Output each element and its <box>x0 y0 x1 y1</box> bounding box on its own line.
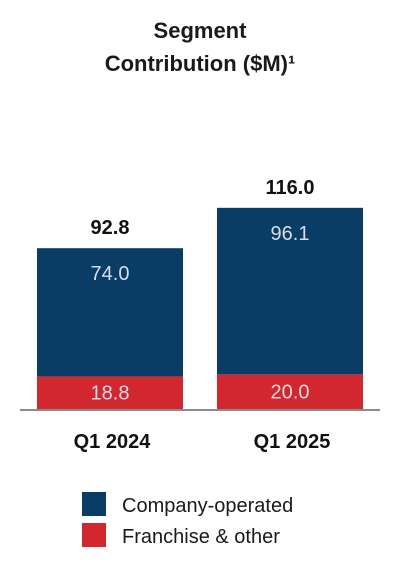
category-label: Q1 2024 <box>74 431 152 453</box>
legend-label-franchise-other: Franchise & other <box>122 526 280 548</box>
category-label: Q1 2025 <box>254 431 331 453</box>
total-value-label: 92.8 <box>91 217 130 239</box>
segment-value-label: 20.0 <box>271 382 310 404</box>
bar-franchise-other <box>217 374 363 409</box>
total-value-label: 116.0 <box>266 177 315 199</box>
segment-value-label: 96.1 <box>271 223 310 245</box>
bar-franchise-other <box>37 376 183 409</box>
chart-title-line-1: Segment <box>154 18 248 43</box>
bars-group: 18.8 74.0 92.8 Q1 2024 20.0 96.1 116.0 Q1 2025 <box>37 177 363 453</box>
bar-company-operated <box>217 207 363 375</box>
segment-value-label: 18.8 <box>91 383 130 405</box>
legend: Company-operated Franchise & other <box>82 492 293 548</box>
chart-title-line-2: Contribution ($M)¹ <box>105 51 296 76</box>
segment-value-label: 74.0 <box>91 263 130 285</box>
bar-company-operated <box>37 248 183 377</box>
legend-swatch-franchise-other <box>82 523 106 547</box>
legend-label-company-operated: Company-operated <box>122 495 293 517</box>
legend-swatch-company-operated <box>82 492 106 516</box>
